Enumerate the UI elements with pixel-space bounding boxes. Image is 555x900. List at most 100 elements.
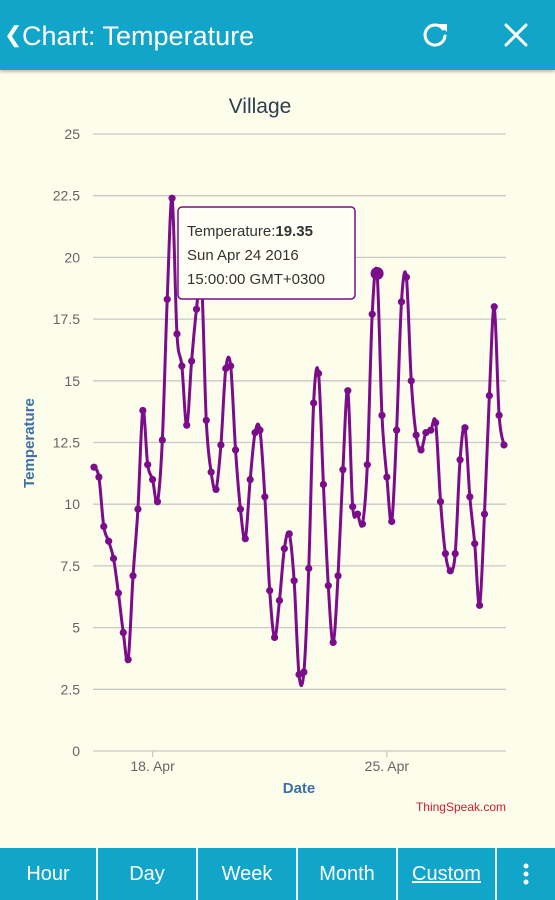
tooltip-date: Sun Apr 24 2016 (187, 247, 299, 264)
close-icon[interactable] (502, 21, 530, 49)
data-point (231, 446, 240, 454)
data-point (217, 441, 225, 449)
data-point (261, 493, 269, 501)
data-point (363, 461, 371, 469)
data-point (495, 411, 503, 419)
data-point (349, 503, 357, 511)
temperature-chart[interactable]: Village 0 2.5 5 7.5 10 12.5 15 17.5 20 22.5 25 18.… (0, 70, 555, 848)
data-point (285, 530, 293, 538)
data-point (246, 475, 254, 484)
data-point (324, 582, 332, 590)
y-tick-label: 0 (72, 743, 80, 759)
tab-custom-label: Custom (412, 862, 481, 885)
data-point (266, 586, 274, 595)
data-point (466, 493, 474, 501)
data-point (407, 377, 415, 385)
data-point (114, 589, 123, 597)
chart-area[interactable]: Village 0 2.5 5 7.5 10 12.5 15 17.5 20 22.5 25 18.… (0, 70, 555, 848)
data-point (95, 473, 103, 481)
y-tick-label: 15 (64, 373, 80, 389)
data-point (353, 510, 362, 518)
more-vertical-icon[interactable] (497, 848, 555, 900)
data-point (173, 330, 181, 338)
y-tick-label: 7.5 (61, 558, 81, 574)
credit-link[interactable]: ThingSpeak.com (416, 800, 506, 814)
data-point (432, 419, 440, 427)
data-point (446, 567, 454, 575)
data-point (305, 564, 313, 572)
data-point (119, 628, 127, 637)
tab-day[interactable]: Day (98, 848, 198, 900)
data-point (475, 601, 484, 609)
data-point (412, 431, 420, 439)
y-tick-label: 2.5 (61, 681, 81, 697)
data-point (314, 369, 323, 377)
tab-hour[interactable]: Hour (0, 848, 98, 900)
y-tick-label: 17.5 (53, 311, 80, 327)
data-point (383, 473, 391, 481)
data-point (207, 468, 215, 476)
data-point (485, 392, 493, 400)
data-point (480, 510, 489, 518)
tab-day-label: Day (129, 862, 165, 885)
data-point (124, 656, 132, 664)
x-tick-label: 18. Apr (130, 758, 175, 774)
data-point (163, 295, 171, 303)
data-point (280, 545, 288, 553)
data-point (310, 399, 318, 407)
tooltip-time: 15:00:00 GMT+0300 (187, 271, 325, 288)
data-point (300, 668, 308, 676)
data-point (334, 572, 342, 580)
data-point (90, 463, 98, 471)
data-point (490, 303, 498, 311)
tab-hour-label: Hour (26, 862, 70, 885)
tooltip-value: 19.35 (275, 223, 313, 240)
data-point (134, 505, 142, 513)
y-tick-label: 25 (64, 126, 80, 142)
y-tick-label: 10 (64, 496, 80, 512)
chart-title: Village (229, 95, 292, 118)
highlighted-data-point (370, 266, 384, 280)
y-tick-label: 12.5 (53, 435, 80, 451)
data-point (227, 362, 235, 370)
data-point (270, 633, 279, 642)
data-point (378, 411, 386, 419)
data-point (144, 461, 152, 469)
data-point (192, 305, 201, 313)
x-tick-label: 25. Apr (365, 758, 410, 774)
tab-custom[interactable]: Custom (398, 848, 497, 900)
data-point (183, 421, 191, 429)
data-point (153, 498, 162, 506)
data-point (202, 416, 210, 424)
data-point (388, 517, 396, 526)
refresh-icon[interactable] (420, 20, 450, 50)
data-point (456, 456, 464, 464)
data-point (436, 498, 445, 506)
data-point (109, 554, 118, 563)
y-tick-label: 5 (72, 620, 80, 636)
tab-month[interactable]: Month (298, 848, 398, 900)
app-header: ❮ Chart: Temperature (0, 0, 555, 70)
data-point (402, 273, 410, 281)
data-point (168, 194, 176, 202)
data-point (158, 436, 166, 444)
data-point (290, 577, 298, 585)
x-axis-label: Date (283, 780, 316, 797)
data-point (500, 441, 508, 449)
data-point (451, 549, 459, 558)
data-point (105, 537, 113, 545)
data-point (212, 485, 220, 493)
data-point (339, 466, 347, 474)
data-point (188, 357, 196, 365)
data-point (441, 549, 450, 558)
tooltip-label: Temperature: (187, 223, 275, 240)
data-point (461, 424, 469, 432)
data-point (358, 520, 367, 528)
svg-text:Temperature:19.35: Temperature:19.35 (187, 223, 313, 240)
tab-week[interactable]: Week (198, 848, 298, 900)
data-point (178, 362, 186, 370)
data-point (256, 426, 264, 434)
data-point (148, 475, 157, 484)
data-point (319, 480, 328, 489)
chevron-left-icon[interactable]: ❮ (4, 22, 23, 47)
